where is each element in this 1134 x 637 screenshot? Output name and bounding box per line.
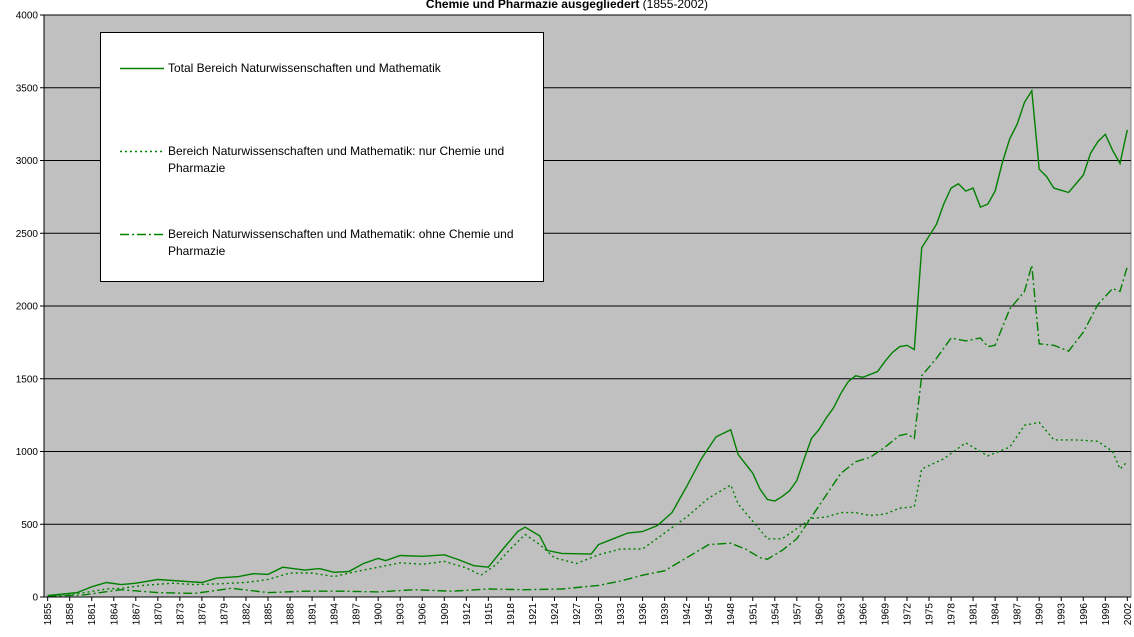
x-tick-label: 1915	[484, 603, 495, 626]
x-tick-label: 1993	[1057, 603, 1068, 626]
x-tick-label: 1885	[264, 603, 275, 626]
x-tick-label: 1888	[286, 603, 297, 626]
x-tick-label: 1903	[396, 603, 407, 626]
x-tick-label: 1945	[704, 603, 715, 626]
title-bold: Chemie und Pharmazie ausgegliedert	[426, 0, 639, 11]
x-tick-label: 1858	[65, 603, 76, 626]
legend-swatch-box	[120, 150, 164, 153]
x-tick-label: 1984	[991, 603, 1002, 626]
series-line	[47, 421, 1128, 597]
legend-label: Bereich Naturwissenschaften und Mathemat…	[168, 227, 514, 258]
x-tick-label: 1906	[418, 603, 429, 626]
x-tick-label: 1879	[219, 603, 230, 626]
x-tick-label: 1930	[594, 603, 605, 626]
x-tick-label: 1987	[1013, 603, 1024, 626]
x-tick-label: 1966	[858, 603, 869, 626]
x-tick-label: 1864	[109, 603, 120, 626]
x-tick-label: 1909	[440, 603, 451, 626]
x-tick-label: 1876	[197, 603, 208, 626]
y-tick-label: 2000	[16, 302, 39, 313]
x-tick-label: 1939	[660, 603, 671, 626]
y-tick-label: 3000	[16, 156, 39, 167]
x-tick-label: 1933	[616, 603, 627, 626]
legend-label: Total Bereich Naturwissenschaften und Ma…	[168, 61, 441, 75]
x-tick-label: 1996	[1079, 603, 1090, 626]
x-tick-label: 1924	[550, 603, 561, 626]
y-tick-label: 1500	[16, 374, 39, 385]
x-tick-label: 1861	[87, 603, 98, 626]
series-line	[47, 88, 1128, 597]
x-tick-label: 1870	[153, 603, 164, 626]
x-tick-label: 1921	[528, 603, 539, 626]
title-years: (1855-2002)	[643, 0, 708, 11]
x-tick-label: 1873	[175, 603, 186, 626]
x-tick-label: 1867	[131, 603, 142, 626]
y-tick-label: 500	[21, 520, 38, 531]
legend: Total Bereich Naturwissenschaften und Ma…	[100, 32, 544, 282]
x-tick-label: 1951	[748, 603, 759, 626]
series-line	[47, 265, 1128, 597]
x-tick-label: 1855	[43, 603, 54, 626]
x-tick-label: 1882	[241, 603, 252, 626]
x-tick-label: 1918	[506, 603, 517, 626]
legend-label: Bereich Naturwissenschaften und Mathemat…	[168, 144, 505, 175]
y-tick-label: 4000	[16, 11, 39, 22]
x-tick-label: 1912	[462, 603, 473, 626]
x-tick-label: 1927	[572, 603, 583, 626]
y-tick-label: 3500	[16, 83, 39, 94]
x-tick-label: 1969	[880, 603, 891, 626]
x-tick-label: 2002	[1123, 603, 1134, 626]
y-tick-label: 1000	[16, 447, 39, 458]
x-tick-label: 1894	[330, 603, 341, 626]
x-tick-label: 1978	[947, 603, 958, 626]
x-tick-label: 1960	[814, 603, 825, 626]
x-tick-label: 1990	[1035, 603, 1046, 626]
y-tick-label: 0	[32, 593, 38, 604]
x-tick-label: 1936	[638, 603, 649, 626]
x-tick-label: 1999	[1101, 603, 1112, 626]
x-tick-label: 1954	[770, 603, 781, 626]
x-tick-label: 1897	[352, 603, 363, 626]
x-tick-label: 1975	[925, 603, 936, 626]
chart-title: Chemie und Pharmazie ausgegliedert (1855…	[426, 0, 708, 11]
legend-swatch-box	[120, 67, 164, 70]
x-tick-label: 1942	[682, 603, 693, 626]
x-tick-label: 1981	[969, 603, 980, 626]
y-tick-label: 2500	[16, 229, 39, 240]
x-tick-label: 1900	[374, 603, 385, 626]
x-tick-label: 1891	[308, 603, 319, 626]
x-tick-label: 1957	[792, 603, 803, 626]
x-tick-label: 1972	[902, 603, 913, 626]
x-tick-label: 1963	[836, 603, 847, 626]
legend-swatch-box	[120, 233, 164, 236]
x-tick-label: 1948	[726, 603, 737, 626]
